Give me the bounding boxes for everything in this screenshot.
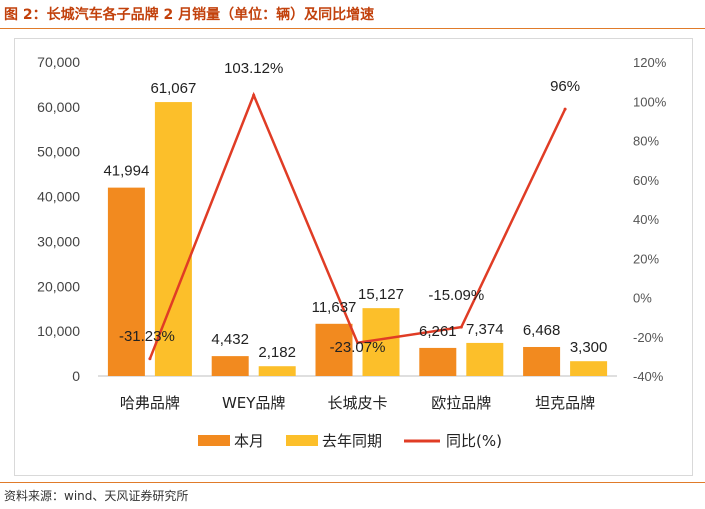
source-note: 资料来源：wind、天风证券研究所 bbox=[4, 489, 189, 503]
y-left-tick-label: 60,000 bbox=[37, 99, 80, 115]
bar-last-year bbox=[258, 366, 296, 376]
y-left-tick-label: 20,000 bbox=[37, 278, 80, 294]
legend-label-last-year: 去年同期 bbox=[322, 432, 382, 450]
data-label-last-year: 61,067 bbox=[150, 80, 196, 97]
legend-swatch-last-year bbox=[286, 435, 318, 446]
bar-last-year bbox=[570, 361, 608, 376]
bottom-divider bbox=[0, 482, 705, 483]
bar-current-month bbox=[419, 347, 457, 376]
yoy-point bbox=[252, 93, 256, 97]
data-label-yoy: -31.23% bbox=[119, 328, 175, 345]
bar-current-month bbox=[315, 323, 353, 376]
y-right-tick-label: 100% bbox=[633, 94, 667, 109]
y-left-axis: 0 10,000 20,000 30,000 40,000 50,000 60,000 70,… bbox=[37, 54, 80, 384]
y-right-tick-label: 0% bbox=[633, 291, 652, 306]
data-label-last-year: 7,374 bbox=[466, 321, 504, 338]
yoy-point bbox=[356, 341, 359, 345]
y-right-tick-label: -40% bbox=[633, 369, 664, 384]
data-label-yoy: -23.07% bbox=[330, 339, 386, 356]
data-label-yoy: -15.09% bbox=[428, 287, 484, 304]
category-label: 哈弗品牌 bbox=[120, 394, 180, 412]
y-right-tick-label: 120% bbox=[633, 55, 667, 70]
data-label-current-month: 4,432 bbox=[211, 331, 249, 348]
y-right-axis: -40% -20% 0% 20% 40% 60% 80% 100% 120% bbox=[633, 55, 667, 384]
bar-group bbox=[107, 102, 608, 376]
bar-last-year bbox=[466, 342, 504, 376]
bar-current-month bbox=[523, 346, 561, 376]
category-label: 坦克品牌 bbox=[535, 394, 595, 412]
legend: 本月 去年同期 同比(%) bbox=[198, 432, 502, 450]
data-label-last-year: 15,127 bbox=[358, 286, 404, 303]
yoy-line-group bbox=[148, 91, 567, 361]
y-left-tick-label: 40,000 bbox=[37, 189, 80, 205]
data-label-last-year: 2,182 bbox=[258, 344, 296, 361]
legend-label-yoy: 同比(%) bbox=[446, 432, 502, 450]
category-label: 长城皮卡 bbox=[327, 394, 387, 412]
y-right-tick-label: 80% bbox=[633, 134, 659, 149]
y-left-tick-label: 30,000 bbox=[37, 233, 80, 249]
data-label-current-month: 6,468 bbox=[523, 322, 561, 339]
y-right-tick-label: 60% bbox=[633, 173, 659, 188]
legend-swatch-current bbox=[198, 435, 230, 446]
y-left-tick-label: 50,000 bbox=[37, 144, 80, 160]
y-left-tick-label: 0 bbox=[72, 368, 80, 384]
data-label-current-month: 11,637 bbox=[312, 299, 357, 316]
y-right-tick-label: 20% bbox=[633, 251, 659, 266]
data-label-current-month: 41,994 bbox=[103, 163, 149, 180]
figure-title: 图 2：长城汽车各子品牌 2 月销量（单位：辆）及同比增速 bbox=[4, 7, 375, 23]
data-label-yoy: 103.12% bbox=[224, 60, 283, 77]
legend-label-current: 本月 bbox=[234, 432, 264, 450]
data-label-yoy: 96% bbox=[550, 78, 580, 95]
category-label: WEY品牌 bbox=[222, 394, 285, 412]
bar-current-month bbox=[211, 356, 249, 376]
y-left-tick-label: 10,000 bbox=[37, 323, 80, 339]
yoy-point bbox=[459, 325, 463, 329]
chart-frame bbox=[14, 38, 693, 476]
category-labels: 哈弗品牌 WEY品牌 长城皮卡 欧拉品牌 坦克品牌 bbox=[120, 394, 595, 412]
data-label-current-month: 6,261 bbox=[419, 323, 457, 340]
category-label: 欧拉品牌 bbox=[431, 394, 491, 412]
y-right-tick-label: -20% bbox=[633, 330, 664, 345]
yoy-line bbox=[148, 91, 567, 360]
bar-current-month bbox=[107, 187, 145, 376]
y-left-tick-label: 70,000 bbox=[37, 54, 80, 70]
yoy-point bbox=[148, 357, 152, 361]
data-label-last-year: 3,300 bbox=[570, 339, 608, 356]
yoy-point bbox=[563, 107, 567, 111]
top-divider bbox=[0, 28, 705, 29]
y-right-tick-label: 40% bbox=[633, 212, 659, 227]
